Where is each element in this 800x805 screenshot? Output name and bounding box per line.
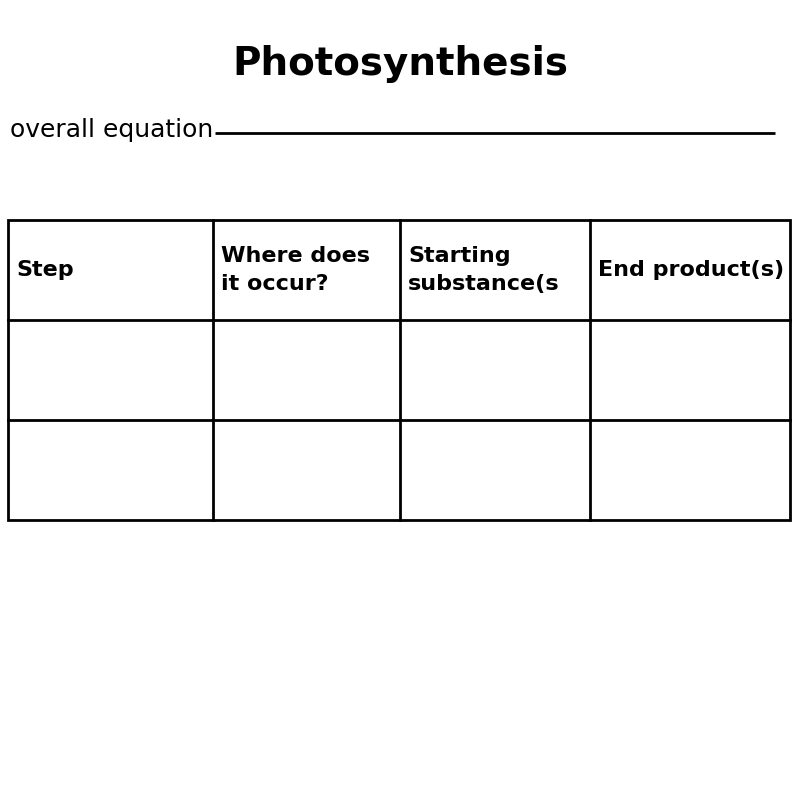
Text: Photosynthesis: Photosynthesis [232, 45, 568, 83]
Text: End product(s): End product(s) [598, 260, 784, 280]
Text: Where does
it occur?: Where does it occur? [221, 246, 370, 294]
Text: Step: Step [16, 260, 74, 280]
Text: Starting
substance(s: Starting substance(s [408, 246, 560, 294]
Bar [8, 220, 790, 520]
Text: overall equation: overall equation [10, 118, 214, 142]
